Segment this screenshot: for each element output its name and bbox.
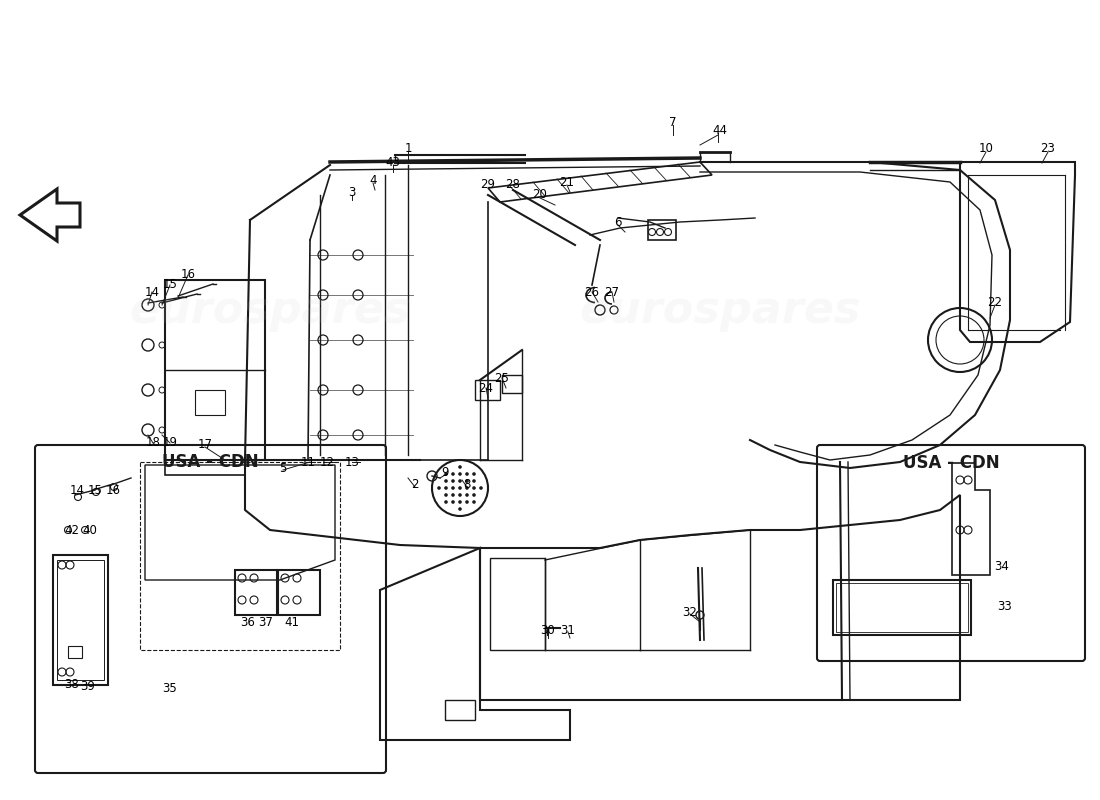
- Circle shape: [444, 472, 448, 476]
- Text: 36: 36: [241, 615, 255, 629]
- Text: USA - CDN: USA - CDN: [903, 454, 999, 472]
- Text: 25: 25: [495, 371, 509, 385]
- Text: 14: 14: [69, 483, 85, 497]
- Bar: [836, 583, 968, 632]
- Circle shape: [444, 500, 448, 504]
- Text: 16: 16: [180, 269, 196, 282]
- Text: 3: 3: [349, 186, 355, 198]
- Text: 18: 18: [145, 437, 161, 450]
- Circle shape: [444, 486, 448, 490]
- Text: 44: 44: [713, 123, 727, 137]
- Text: 37: 37: [258, 615, 274, 629]
- Circle shape: [459, 465, 462, 469]
- Circle shape: [459, 472, 462, 476]
- Circle shape: [472, 479, 476, 482]
- Bar: [475, 380, 500, 400]
- Circle shape: [444, 479, 448, 482]
- Text: 26: 26: [584, 286, 600, 298]
- Circle shape: [459, 500, 462, 504]
- Bar: [833, 580, 971, 635]
- Bar: [235, 570, 277, 615]
- Bar: [446, 700, 475, 720]
- Text: 9: 9: [441, 466, 449, 478]
- Text: 21: 21: [560, 175, 574, 189]
- Text: 41: 41: [285, 615, 299, 629]
- Text: 20: 20: [532, 189, 548, 202]
- Circle shape: [465, 479, 469, 482]
- Bar: [502, 375, 522, 393]
- Text: 32: 32: [683, 606, 697, 618]
- Circle shape: [472, 493, 476, 497]
- Text: 33: 33: [998, 601, 1012, 614]
- Text: 27: 27: [605, 286, 619, 298]
- Text: 13: 13: [344, 455, 360, 469]
- Circle shape: [459, 507, 462, 511]
- Text: 39: 39: [80, 681, 96, 694]
- Circle shape: [465, 472, 469, 476]
- Circle shape: [472, 500, 476, 504]
- Text: 11: 11: [300, 455, 316, 469]
- Text: 16: 16: [106, 483, 121, 497]
- Text: 8: 8: [463, 478, 471, 491]
- Text: 34: 34: [994, 561, 1010, 574]
- Circle shape: [459, 493, 462, 497]
- Bar: [68, 646, 82, 658]
- Text: 31: 31: [561, 623, 575, 637]
- Circle shape: [437, 486, 441, 490]
- Text: 29: 29: [481, 178, 495, 191]
- Circle shape: [459, 479, 462, 482]
- Text: eurospares: eurospares: [580, 289, 860, 331]
- Bar: [648, 220, 676, 240]
- Text: 17: 17: [198, 438, 212, 451]
- Text: 38: 38: [65, 678, 79, 691]
- Text: USA - CDN: USA - CDN: [162, 453, 258, 471]
- Bar: [278, 570, 320, 615]
- Text: 40: 40: [82, 523, 98, 537]
- Circle shape: [465, 493, 469, 497]
- Circle shape: [451, 479, 454, 482]
- Circle shape: [480, 486, 483, 490]
- Text: 15: 15: [163, 278, 177, 291]
- Text: 2: 2: [411, 478, 419, 491]
- Circle shape: [465, 500, 469, 504]
- Text: 7: 7: [669, 115, 676, 129]
- Circle shape: [459, 486, 462, 490]
- Circle shape: [451, 472, 454, 476]
- Circle shape: [451, 486, 454, 490]
- Text: eurospares: eurospares: [130, 289, 410, 331]
- Text: 22: 22: [988, 295, 1002, 309]
- Text: 14: 14: [144, 286, 159, 298]
- Text: 43: 43: [386, 155, 400, 169]
- Text: 42: 42: [65, 523, 79, 537]
- Text: 28: 28: [506, 178, 520, 191]
- Circle shape: [451, 493, 454, 497]
- Circle shape: [472, 472, 476, 476]
- Text: 35: 35: [163, 682, 177, 694]
- Circle shape: [451, 500, 454, 504]
- Text: 30: 30: [540, 623, 556, 637]
- Text: 15: 15: [88, 483, 102, 497]
- Text: 10: 10: [979, 142, 993, 154]
- Text: 24: 24: [478, 382, 494, 394]
- Text: 23: 23: [1041, 142, 1055, 154]
- Circle shape: [465, 486, 469, 490]
- Text: 5: 5: [279, 462, 287, 474]
- Text: 19: 19: [163, 437, 177, 450]
- Bar: [195, 390, 226, 415]
- Bar: [57, 560, 104, 680]
- Text: 1: 1: [405, 142, 411, 154]
- Text: 6: 6: [614, 215, 622, 229]
- Circle shape: [472, 486, 476, 490]
- Circle shape: [444, 493, 448, 497]
- Text: 12: 12: [319, 455, 334, 469]
- Text: 4: 4: [370, 174, 376, 186]
